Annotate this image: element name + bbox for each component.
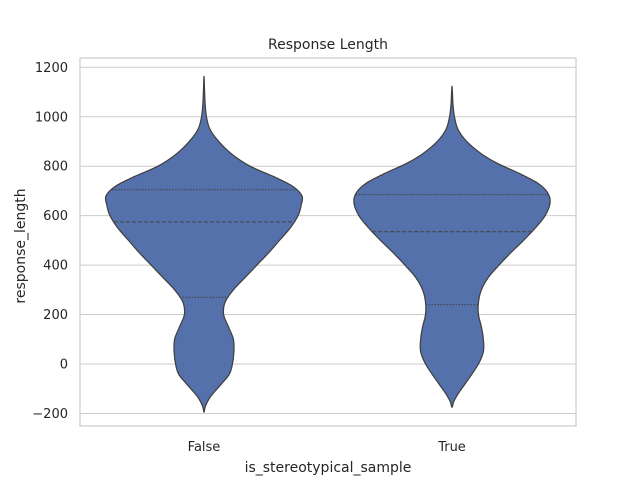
x-tick-labels: False True xyxy=(188,440,466,455)
violin-true xyxy=(353,85,551,408)
violin-false xyxy=(104,75,304,413)
y-tick-label: 0 xyxy=(60,358,68,373)
x-axis-label: is_stereotypical_sample xyxy=(245,460,412,476)
chart-title: Response Length xyxy=(268,37,388,53)
y-tick-label: 800 xyxy=(43,160,68,175)
y-tick-label: 600 xyxy=(43,209,68,224)
violins xyxy=(104,75,551,413)
x-tick-label: True xyxy=(437,440,466,455)
y-tick-label: 400 xyxy=(43,259,68,274)
y-tick-label: −200 xyxy=(32,407,68,422)
y-tick-label: 200 xyxy=(43,308,68,323)
violin-body xyxy=(104,75,304,413)
y-tick-label: 1000 xyxy=(35,110,68,125)
y-tick-labels: −200 0 200 400 600 800 1000 1200 xyxy=(32,61,68,422)
violin-body xyxy=(353,85,551,408)
y-tick-label: 1200 xyxy=(35,61,68,76)
x-tick-label: False xyxy=(188,440,221,455)
y-axis-label: response_length xyxy=(13,188,29,303)
plot-frame xyxy=(79,57,577,427)
